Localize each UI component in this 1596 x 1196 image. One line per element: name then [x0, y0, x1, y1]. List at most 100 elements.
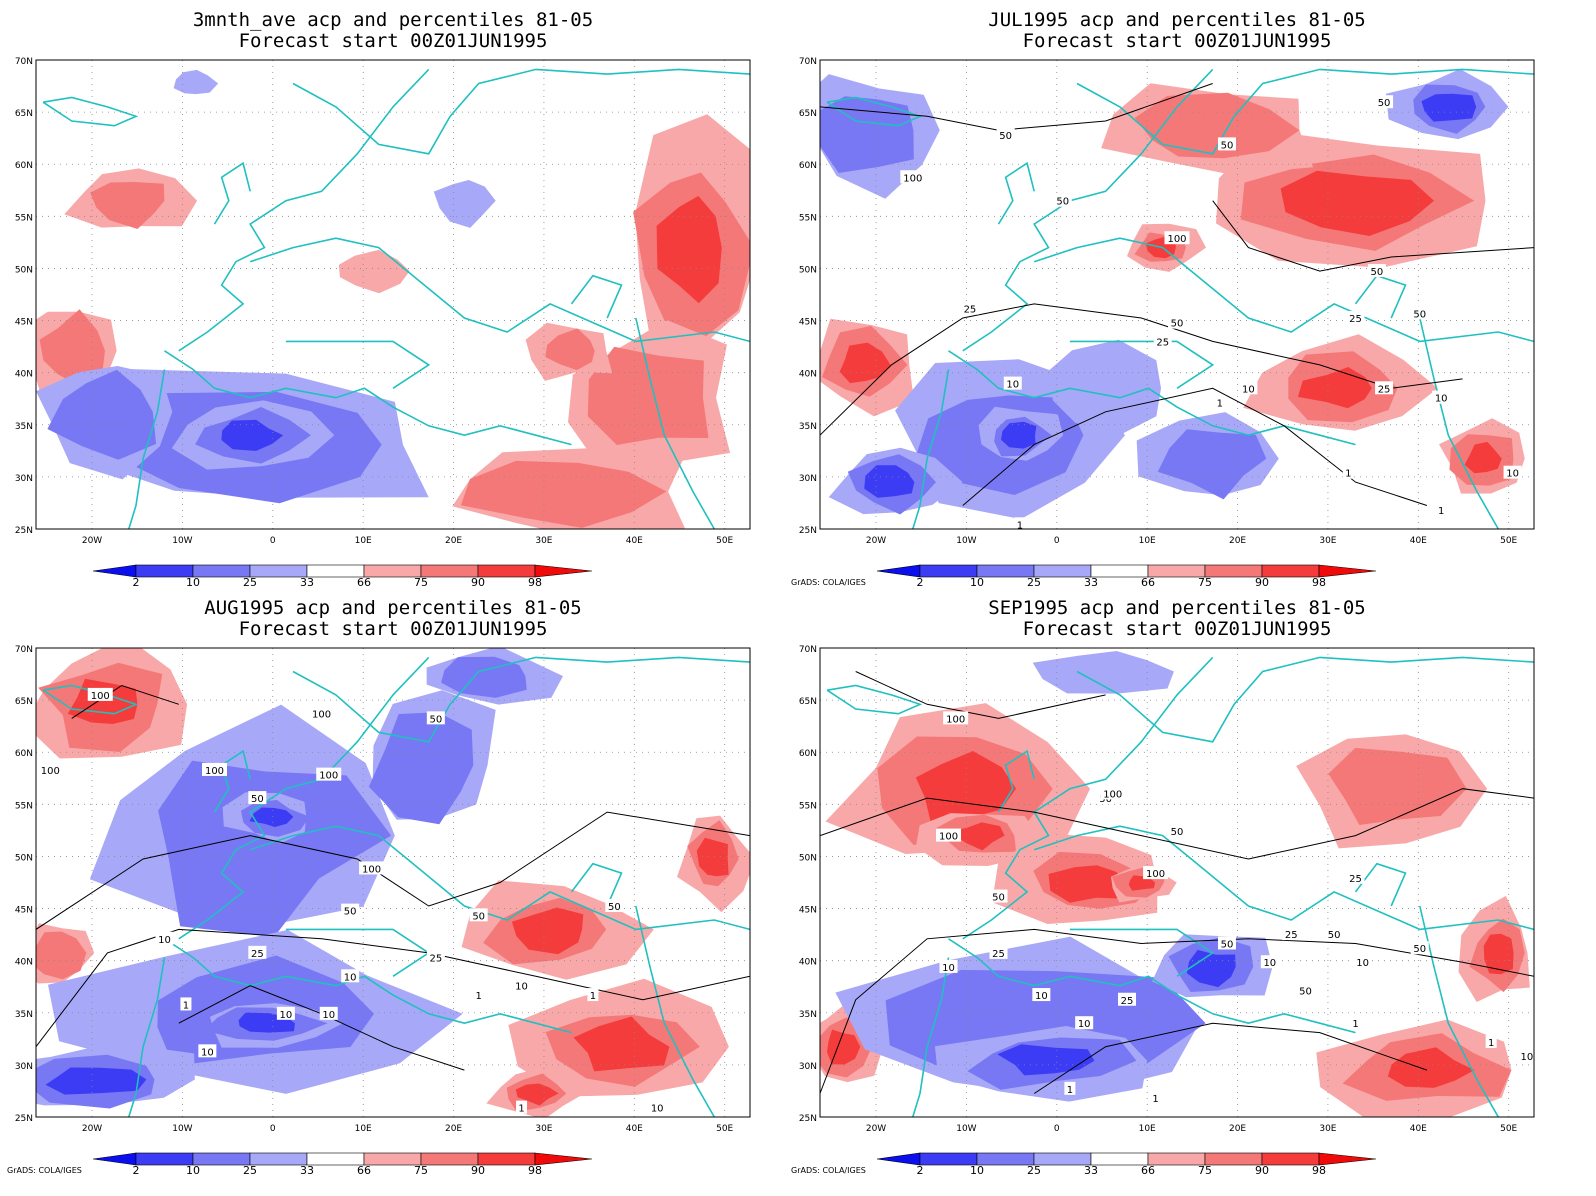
- contour-label: 50: [999, 131, 1012, 142]
- contour-label: 10: [651, 1104, 664, 1115]
- contour-label-bg: [900, 170, 926, 184]
- coastline: [178, 68, 430, 352]
- contour-label: 10: [1078, 1019, 1091, 1030]
- coastline: [570, 862, 623, 907]
- lon-label: 40E: [626, 1124, 643, 1134]
- contour-label-bg: [1367, 264, 1386, 278]
- coastline: [1076, 656, 1534, 743]
- contour-label-bg: [1032, 988, 1051, 1002]
- colorbar-segment: [135, 564, 194, 578]
- panel-subtitle: Forecast start 00Z01JUN1995: [1023, 30, 1332, 52]
- coastline: [128, 369, 166, 529]
- colorbar-label: 90: [471, 1164, 485, 1177]
- contour-label: 100: [41, 766, 60, 777]
- contour-label-bg: [989, 945, 1008, 959]
- colorbar-label: 10: [970, 1164, 984, 1177]
- contour-label: 50: [1171, 319, 1184, 330]
- colorbar-label: 10: [186, 1164, 200, 1177]
- contour-label-bg: [1075, 1016, 1094, 1030]
- contour-line: [962, 387, 1428, 506]
- contour-label: 25: [1121, 996, 1134, 1007]
- colorbar-label: 75: [1198, 1164, 1212, 1177]
- colorbar-segment: [420, 1152, 479, 1166]
- map-panel: SEP1995 acp and percentiles 81-05Forecas…: [791, 597, 1535, 1177]
- lat-label: 45N: [799, 906, 817, 916]
- contour-label-bg: [473, 988, 485, 1002]
- lat-label: 65N: [15, 697, 33, 707]
- contour-label-bg: [1164, 231, 1190, 245]
- coastline: [1076, 68, 1534, 155]
- contour-label-bg: [426, 711, 445, 725]
- lon-label: 40E: [626, 536, 643, 546]
- colorbar-right-arrow: [534, 1152, 593, 1166]
- colorbar-segment: [363, 1152, 422, 1166]
- contour-label: 10: [1263, 958, 1276, 969]
- shaded-region: [441, 656, 527, 698]
- contour-label: 100: [903, 173, 922, 184]
- colorbar-label: 2: [133, 576, 140, 589]
- colorbar-segment: [477, 564, 536, 578]
- contour-label: 100: [205, 766, 224, 777]
- lat-label: 35N: [15, 1010, 33, 1020]
- contour-label: 1: [1352, 1019, 1358, 1030]
- lat-label: 55N: [799, 801, 817, 811]
- colorbar-segment: [1204, 1152, 1263, 1166]
- panel-title: JUL1995 acp and percentiles 81-05: [988, 9, 1366, 31]
- contour-label-bg: [87, 687, 113, 701]
- lon-label: 50E: [716, 1124, 733, 1134]
- colorbar-segment: [192, 564, 251, 578]
- contour-label: 50: [1378, 98, 1391, 109]
- coastline: [178, 656, 430, 940]
- contour-label-bg: [1064, 1081, 1076, 1095]
- colorbar-label: 25: [243, 576, 257, 589]
- contour-label: 1: [1438, 506, 1444, 517]
- lon-label: 30E: [1319, 536, 1336, 546]
- shaded-region: [39, 309, 105, 386]
- contour-label: 10: [1035, 991, 1048, 1002]
- colorbar-label: 90: [1255, 576, 1269, 589]
- contour-label: 100: [319, 771, 338, 782]
- contour-label-bg: [605, 898, 624, 912]
- contour-label-bg: [587, 988, 599, 1002]
- shaded-region: [67, 678, 138, 724]
- panel-title: 3mnth_ave acp and percentiles 81-05: [193, 9, 593, 31]
- contour-label: 50: [1371, 267, 1384, 278]
- shaded-region: [839, 342, 891, 384]
- colorbar-segment: [1204, 564, 1263, 578]
- coastline: [128, 957, 166, 1117]
- contour-line: [36, 811, 750, 930]
- colorbar-label: 10: [186, 576, 200, 589]
- contour-label: 10: [1242, 384, 1255, 395]
- contour-label-bg: [1410, 306, 1429, 320]
- contour-label-bg: [1260, 955, 1279, 969]
- contour-line: [36, 928, 750, 1048]
- shaded-region: [587, 346, 709, 445]
- contour-label-bg: [936, 828, 962, 842]
- coastline: [164, 350, 572, 446]
- panel-title: SEP1995 acp and percentiles 81-05: [988, 597, 1366, 619]
- colorbar-label: 33: [300, 576, 314, 589]
- panel-subtitle: Forecast start 00Z01JUN1995: [239, 30, 548, 52]
- colorbar-segment: [1033, 564, 1092, 578]
- contour-label-bg: [341, 969, 360, 983]
- contour-label-bg: [309, 706, 335, 720]
- shaded-region: [1280, 170, 1434, 236]
- lat-label: 25N: [799, 1114, 817, 1124]
- contour-label: 100: [939, 832, 958, 843]
- coastline: [1354, 862, 1407, 907]
- shaded-region: [433, 180, 496, 228]
- colorbar-label: 2: [917, 576, 924, 589]
- lon-label: 0: [270, 536, 276, 546]
- lon-label: 10W: [172, 536, 192, 546]
- lat-label: 55N: [15, 801, 33, 811]
- contour-label-bg: [1118, 992, 1137, 1006]
- colorbar-label: 2: [917, 1164, 924, 1177]
- colorbar-right-arrow: [534, 564, 593, 578]
- contour-label: 1: [590, 991, 596, 1002]
- lon-label: 20E: [1229, 536, 1246, 546]
- shaded-region: [1157, 429, 1267, 500]
- contour-label: 1: [1152, 1094, 1158, 1105]
- lat-label: 40N: [15, 958, 33, 968]
